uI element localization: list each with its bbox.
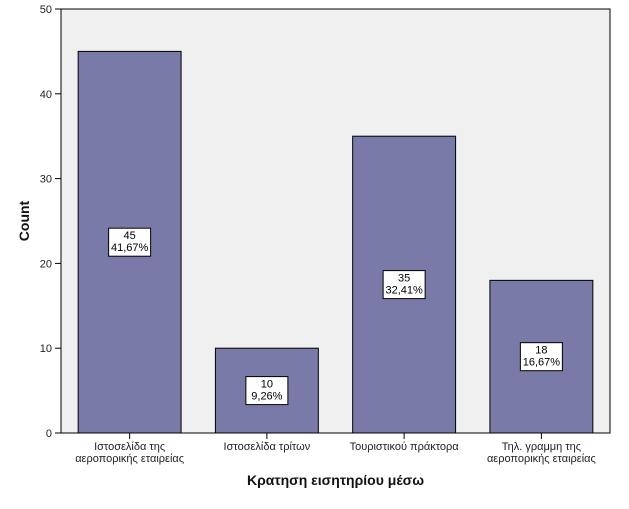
y-tick-label: 30 — [40, 174, 52, 186]
data-label: 16,67% — [523, 357, 561, 369]
data-label-box — [382, 270, 426, 300]
x-tick-label: Ιστοσελίδα τρίτων — [224, 441, 311, 453]
x-tick-label: Ιστοσελίδα της — [94, 441, 165, 453]
data-label: 45 — [124, 230, 136, 242]
data-label-box — [108, 227, 152, 257]
data-label: 41,67% — [111, 242, 149, 254]
x-tick-label: αεροπορικής εταιρείας — [487, 453, 596, 465]
data-label-box — [519, 342, 563, 372]
y-tick-label: 0 — [46, 428, 52, 440]
data-label-box — [245, 376, 289, 406]
x-axis-title: Κρατηση εισητηρίου μέσω — [247, 472, 424, 488]
y-tick-label: 40 — [40, 89, 52, 101]
x-tick-label: Τουριστικού πράκτορα — [350, 441, 460, 453]
data-label: 9,26% — [251, 391, 282, 403]
x-tick-label: Τηλ. γραμμη της — [502, 441, 581, 453]
data-label: 10 — [261, 379, 273, 391]
y-tick-label: 50 — [40, 4, 52, 16]
x-tick-label: αεροπορικής εταιρείας — [75, 453, 184, 465]
y-tick-label: 10 — [40, 343, 52, 355]
data-label: 32,41% — [385, 285, 423, 297]
y-tick-label: 20 — [40, 258, 52, 270]
y-axis: 0 10 20 30 40 50 — [40, 4, 61, 440]
data-label: 18 — [535, 345, 547, 357]
y-axis-title: Count — [16, 200, 32, 241]
data-label: 35 — [398, 273, 410, 285]
